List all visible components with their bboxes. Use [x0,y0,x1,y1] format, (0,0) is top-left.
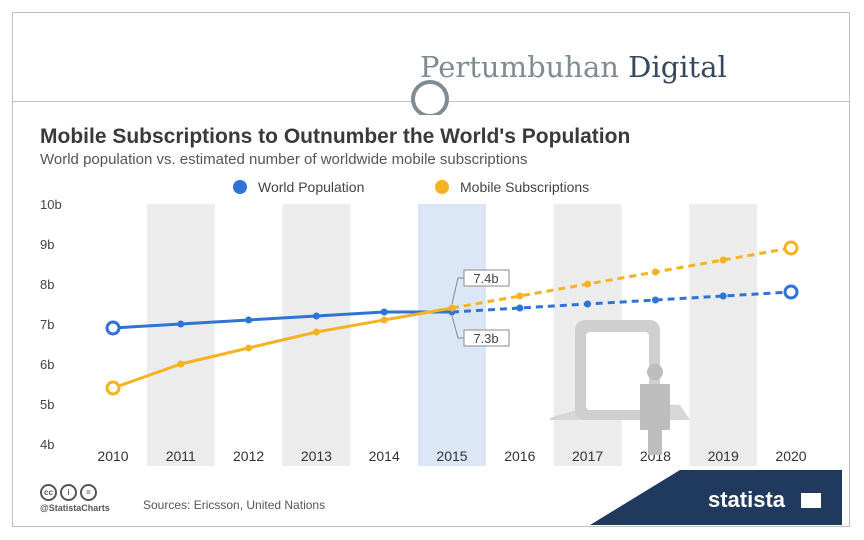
data-point-1-2017 [584,280,592,288]
legend-label-1: Mobile Subscriptions [460,179,589,195]
slide-title-part1: Pertumbuhan [420,50,619,84]
data-point-1-2015 [448,304,456,312]
no-derivatives-icon: = [80,484,97,501]
callout-leader-1 [451,315,464,339]
data-point-0-2018 [651,296,659,304]
callout-label-0: 7.4b [473,271,498,286]
data-point-0-2011 [177,320,185,328]
data-point-0-2010 [105,320,121,336]
data-point-1-2014 [380,316,388,324]
statista-logo-icon [801,493,821,508]
y-tick-label: 8b [40,277,54,292]
cc-license-icon: cc [40,484,57,501]
data-point-1-2020 [783,240,799,256]
series-line-dashed-1 [451,246,792,310]
data-point-0-2013 [312,312,320,320]
slide-title-part2: Digital [628,50,727,84]
x-tick-label-2016: 2016 [504,448,535,464]
x-tick-label-2011: 2011 [166,448,196,464]
series-line-solid-0 [112,310,452,330]
callout-box-1 [463,329,510,347]
data-point-1-2012 [245,344,253,352]
phone-screen [586,332,649,410]
data-point-0-2020 [783,284,799,300]
data-point-1-2019 [719,256,727,264]
slide-frame [12,12,850,527]
x-tick-label-2015: 2015 [436,448,467,464]
legend-marker-0 [233,180,247,194]
statista-logo: statista [708,487,786,512]
x-tick-label-2014: 2014 [369,448,400,464]
callout-box-0 [463,269,510,287]
data-point-0-2019 [719,292,727,300]
data-point-1-2011 [177,360,185,368]
y-tick-label: 4b [40,437,54,452]
legend-label-0: World Population [258,179,364,195]
chart-title: Mobile Subscriptions to Outnumber the Wo… [40,125,631,148]
x-tick-label-2018: 2018 [640,448,671,464]
statista-handle: @StatistaCharts [40,503,110,513]
y-tick-label: 6b [40,357,54,372]
y-tick-label: 10b [40,197,62,212]
series-line-solid-1 [112,306,453,390]
attribution-icon: i [60,484,77,501]
data-point-0-2014 [380,308,388,316]
callout-leader-0 [451,277,464,305]
y-tick-label: 7b [40,317,54,332]
x-tick-label-2013: 2013 [301,448,332,464]
data-point-1-2013 [312,328,320,336]
person-head-icon [647,364,663,380]
x-tick-label-2019: 2019 [708,448,739,464]
person-body-icon [640,384,670,455]
data-point-0-2016 [516,304,524,312]
slide-title: Pertumbuhan Digital [420,50,727,84]
series-line-dashed-0 [451,290,792,314]
x-tick-label-2012: 2012 [233,448,264,464]
callout-label-1: 7.3b [473,331,498,346]
year-band-2011 [146,204,215,466]
data-point-1-2010 [105,380,121,396]
chart-subtitle: World population vs. estimated number of… [40,151,528,168]
x-tick-label-2010: 2010 [97,448,128,464]
x-tick-label-2020: 2020 [775,448,806,464]
year-band-2019 [689,204,758,466]
x-tick-label-2017: 2017 [572,448,603,464]
data-point-0-2017 [584,300,592,308]
data-point-1-2018 [651,268,659,276]
legend-marker-1 [435,180,449,194]
license-icons: cc i = [40,484,97,501]
y-tick-label: 5b [40,397,54,412]
data-point-1-2016 [516,292,524,300]
y-tick-label: 9b [40,237,54,252]
brand-band [590,470,842,525]
chart-sources: Sources: Ericsson, United Nations [143,498,326,512]
data-point-0-2012 [245,316,253,324]
